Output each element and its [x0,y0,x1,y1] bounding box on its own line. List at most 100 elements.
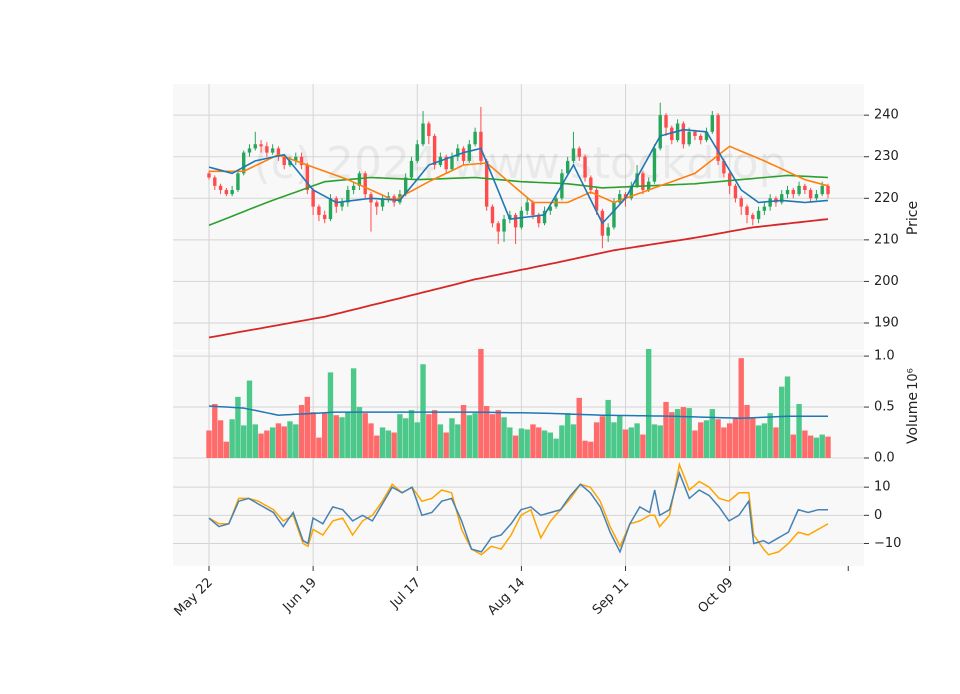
price-tick-label: 230 [874,149,899,164]
candle-body [230,189,234,195]
volume-bar [524,429,530,458]
candle-body [380,198,385,207]
candle-body [218,185,223,190]
candle-body [623,194,628,199]
volume-bar [391,432,397,458]
candle-body [635,173,639,186]
candle-body [444,156,448,170]
volume-bar [738,358,744,458]
volume-bar [443,432,449,458]
candle-body [797,185,801,195]
volume-bar [397,414,403,458]
volume-bar [507,427,513,458]
candle-body [722,160,726,174]
volume-bar [807,435,814,458]
x-tick-label: Sep 11 [590,575,633,618]
candle-body [785,189,790,195]
candle-body [421,123,425,145]
price-tick-label: 200 [874,274,899,289]
candle-body [751,214,755,220]
volume-bar [241,425,247,458]
volume-bar [651,424,658,458]
volume-bar [634,423,640,458]
candle-body [814,194,819,199]
candle-body [450,156,454,170]
volume-bar [235,396,241,458]
candle-body [467,144,472,161]
candle-body [826,185,830,195]
volume-bar [298,405,305,458]
volume-bar [501,417,507,458]
candle-body [357,173,362,186]
volume-bar [402,418,409,458]
candle-body [508,214,512,220]
candle-body [594,189,599,211]
volume-bar [455,424,461,458]
candle-body [756,210,761,220]
candles-layer [207,102,830,249]
volume-bar [362,413,368,458]
volume-bar [322,413,328,458]
candle-body [762,206,767,211]
candle-body [704,131,709,141]
candle-body [606,227,610,236]
volume-bar [327,372,334,458]
volume-bar [605,399,611,458]
volume-bar [379,427,386,458]
volume-bar [437,424,444,458]
candle-body [403,177,408,195]
volume-bar [217,420,224,458]
x-tick-label: May 22 [172,575,216,619]
candle-body [328,198,333,220]
price-axis-label: Price [905,201,921,235]
candle-body [513,214,518,228]
volume-bar [744,405,750,458]
volume-bar [345,412,351,458]
candle-body [375,202,379,207]
volume-bar [281,426,287,458]
volume-bar [541,430,548,458]
candle-body [803,185,807,190]
volume-bar [617,415,623,458]
volume-bar [385,430,392,458]
volume-bar [408,410,415,458]
volume-bar [564,413,571,458]
osc-tick-label: 10 [874,480,891,495]
volume-bar [715,419,721,458]
volume-bar [287,421,293,458]
volume-bar [796,403,802,458]
volume-bar [709,409,715,458]
volume-bar [275,423,282,458]
volume-bar [553,438,559,458]
candle-body [479,131,483,161]
candle-body [456,148,460,157]
volume-bar [680,407,687,458]
x-tick-label: Oct 09 [695,575,736,616]
candle-body [618,194,622,203]
volume-bar [611,422,617,458]
candle-body [745,206,749,215]
ma-slow-line [208,174,829,227]
volume-bar [495,410,501,458]
volume-bar [316,437,322,458]
volume-bar [264,430,270,458]
candle-body [311,189,315,207]
volume-bar [813,437,820,458]
volume-bar [802,430,808,458]
candle-body [733,185,738,199]
volume-bar [657,425,663,458]
volume-bar [350,368,357,458]
candle-body [502,219,506,232]
ma-long-line [208,218,829,339]
candle-body [583,156,587,178]
volume-bar [374,435,380,458]
candle-body [693,131,697,136]
candle-body [652,148,657,182]
candle-body [265,146,269,153]
volume-bar [478,348,484,458]
volume-bar [732,417,739,458]
candle-body [664,115,668,128]
candle-body [288,160,292,166]
volume-bar [339,417,345,458]
